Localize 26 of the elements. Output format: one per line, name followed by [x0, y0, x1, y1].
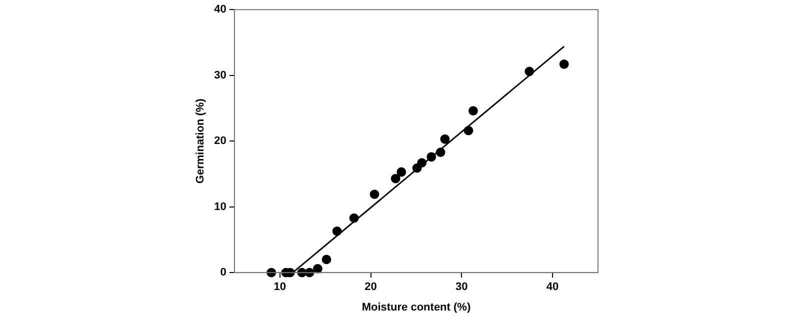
point [332, 226, 342, 236]
x-axis-title: Moisture content (%) [362, 301, 471, 314]
point [370, 190, 380, 200]
point [396, 167, 406, 177]
x-tick-label: 40 [546, 281, 559, 294]
point [559, 59, 569, 69]
x-tick-label: 10 [274, 281, 286, 294]
y-tick-label: 0 [220, 266, 226, 279]
point [464, 126, 474, 136]
point [312, 264, 322, 274]
y-tick-label: 30 [214, 69, 226, 82]
y-axis-title: Germination (%) [194, 98, 207, 184]
point [390, 174, 400, 184]
x-tick-label: 30 [456, 281, 468, 294]
y-tick-label: 10 [214, 200, 226, 213]
point [440, 134, 450, 144]
point [426, 152, 436, 162]
x-tick-label: 20 [364, 281, 377, 294]
point [349, 213, 359, 223]
point [436, 148, 446, 157]
y-tick-label: 20 [214, 135, 226, 148]
point [417, 158, 427, 168]
point [468, 106, 478, 116]
y-tick-label: 40 [214, 4, 226, 16]
point [524, 66, 534, 76]
point [322, 254, 332, 264]
